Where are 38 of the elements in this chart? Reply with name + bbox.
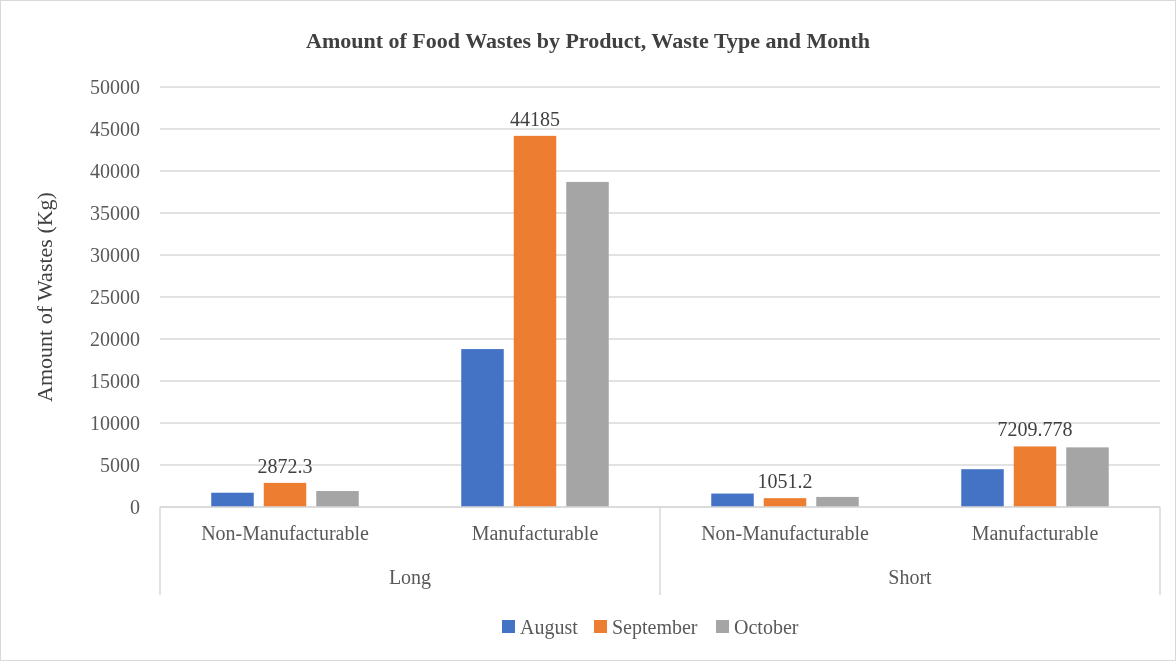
legend-label: September bbox=[612, 616, 698, 639]
x-tick-label: Non-Manufacturable bbox=[201, 522, 369, 544]
y-tick-label: 5000 bbox=[100, 454, 140, 476]
y-tick-label: 50000 bbox=[90, 76, 140, 98]
y-axis-title: Amount of Wastes (Kg) bbox=[32, 192, 57, 402]
bar bbox=[711, 493, 754, 507]
bar bbox=[1066, 447, 1109, 507]
text: Short bbox=[888, 566, 933, 588]
y-tick-label: 0 bbox=[130, 496, 140, 518]
bar bbox=[566, 181, 609, 507]
y-tick-label: 20000 bbox=[90, 328, 140, 350]
bar bbox=[816, 496, 859, 507]
bar bbox=[461, 349, 504, 507]
bar bbox=[263, 482, 307, 507]
chart-title: Amount of Food Wastes by Product, Waste Type and Month bbox=[306, 28, 870, 53]
text: Long bbox=[388, 566, 432, 589]
legend-label: October bbox=[734, 616, 799, 638]
bar bbox=[961, 469, 1004, 507]
bar bbox=[211, 492, 254, 507]
bar bbox=[1013, 446, 1057, 507]
y-tick-label: 40000 bbox=[90, 160, 140, 182]
x-tick-label: Manufacturable bbox=[471, 522, 599, 544]
x-tick-label: Manufacturable bbox=[971, 522, 1099, 544]
bar bbox=[513, 135, 557, 507]
y-tick-label: 35000 bbox=[90, 202, 140, 224]
y-tick-label: 15000 bbox=[90, 370, 140, 392]
bar bbox=[763, 498, 807, 507]
data-label: 7209.778 bbox=[997, 418, 1073, 441]
legend-label: August bbox=[520, 616, 579, 639]
data-label: 44185 bbox=[510, 107, 560, 130]
y-tick-label: 45000 bbox=[90, 118, 140, 140]
y-tick-label: 25000 bbox=[90, 286, 140, 308]
y-tick-label: 30000 bbox=[90, 244, 140, 266]
data-label: 2872.3 bbox=[257, 454, 313, 477]
data-label: 1051.2 bbox=[757, 470, 813, 493]
x-tick-label: Non-Manufacturable bbox=[701, 522, 869, 544]
bar bbox=[316, 491, 359, 507]
y-tick-label: 10000 bbox=[90, 412, 140, 434]
